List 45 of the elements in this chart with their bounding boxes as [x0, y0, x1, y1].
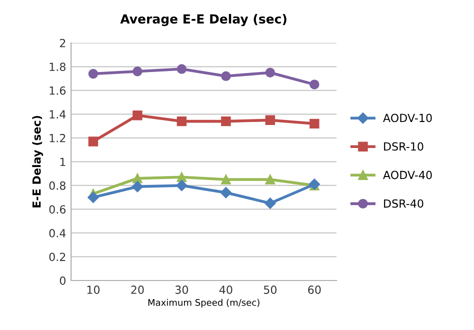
y-tick-label: 0.6 [49, 205, 66, 214]
point [264, 198, 276, 209]
x-tick-label: 40 [219, 286, 232, 294]
point [132, 181, 144, 192]
point [132, 110, 142, 120]
point [88, 136, 98, 146]
x-tick-label: 30 [175, 286, 188, 294]
point [265, 174, 276, 184]
point [310, 80, 320, 90]
y-tick-label: 2 [60, 38, 66, 48]
y-axis-title: E-E Delay (sec) [32, 116, 44, 208]
x-tick-label: 10 [87, 286, 100, 294]
legend-label: AODV-40 [383, 170, 432, 180]
point [176, 180, 188, 192]
point [310, 118, 320, 129]
point [176, 172, 187, 182]
chart-title: Average E-E Delay (sec) [120, 14, 286, 26]
legend-label: DSR-10 [384, 142, 424, 151]
point [88, 68, 98, 79]
legend-label: AODV-10 [383, 114, 432, 122]
point [221, 116, 231, 126]
point [265, 115, 276, 125]
y-tick-label: 1 [60, 158, 66, 166]
x-tick-label: 60 [308, 286, 321, 294]
y-tick-label: 0 [60, 276, 66, 285]
legend-label: DSR-40 [384, 199, 424, 208]
point [132, 173, 142, 184]
point [176, 116, 187, 126]
x-tick-label: 50 [264, 286, 277, 294]
point [221, 71, 231, 82]
y-tick-label: 1.2 [50, 134, 66, 142]
x-axis-title: Maximum Speed (m/sec) [148, 298, 260, 308]
point [221, 174, 231, 184]
point [176, 64, 187, 74]
y-tick-label: 1.8 [50, 62, 66, 72]
x-tick-label: 20 [131, 286, 144, 294]
point [132, 66, 142, 76]
y-tick-label: 0.2 [49, 252, 66, 262]
y-tick-label: 1.4 [50, 110, 66, 118]
y-tick-label: 0.4 [49, 228, 66, 238]
point [220, 186, 232, 198]
y-tick-label: 1.6 [50, 86, 66, 95]
point [88, 192, 99, 203]
point [265, 68, 276, 78]
y-tick-label: 0.8 [49, 181, 66, 190]
